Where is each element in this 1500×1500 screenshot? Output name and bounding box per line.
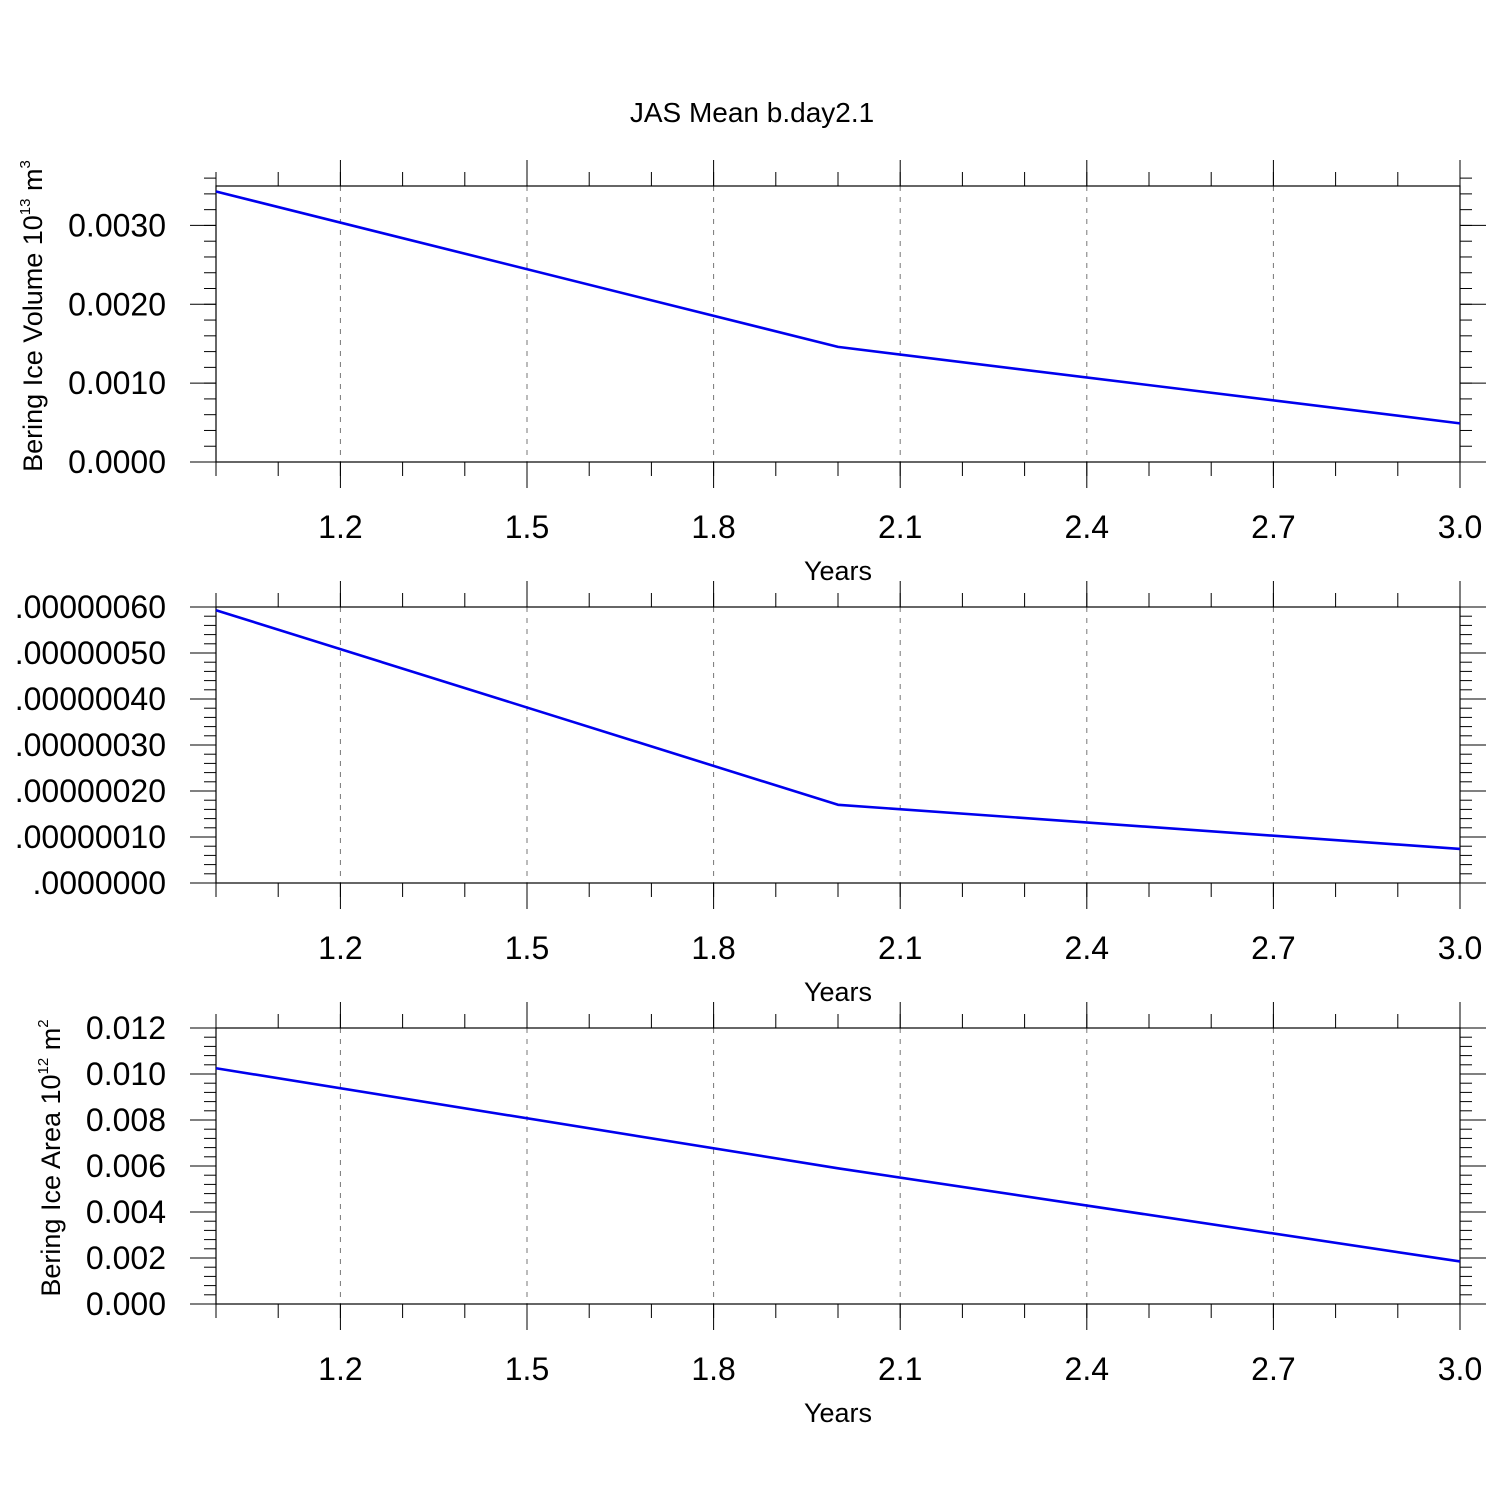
y-tick-label: 0.008 xyxy=(86,1102,166,1138)
x-tick-label: 1.8 xyxy=(691,1351,735,1387)
y-tick-label: 0.012 xyxy=(86,1010,166,1046)
x-tick-label: 2.4 xyxy=(1065,930,1109,966)
x-tick-label: 3.0 xyxy=(1438,509,1482,545)
y-tick-label: .00000010 xyxy=(15,819,166,855)
y-tick-label: 0.0030 xyxy=(68,207,166,243)
x-tick-label: 2.7 xyxy=(1251,1351,1295,1387)
x-tick-label: 2.1 xyxy=(878,930,922,966)
y-tick-label: .00000050 xyxy=(15,635,166,671)
chart-panel-1: 1.2 1.5 1.8 2.1 2.4 2.7 3.0 0.0000 0.0010 0.0020 0… xyxy=(17,160,1486,586)
x-tick-label: 1.5 xyxy=(505,930,549,966)
x-tick-label: 3.0 xyxy=(1438,1351,1482,1387)
x-tick-label: 2.1 xyxy=(878,509,922,545)
series-line xyxy=(215,608,1461,851)
y-tick-label: .00000020 xyxy=(15,773,166,809)
y-tick-label: .00000060 xyxy=(15,589,166,625)
x-tick-label: 1.2 xyxy=(318,930,362,966)
y-axis-label: Bering Ice Area 1012 m2 xyxy=(35,1019,66,1296)
y-tick-label: .00000040 xyxy=(15,681,166,717)
x-tick-label: 1.8 xyxy=(691,930,735,966)
x-tick-label: 1.2 xyxy=(318,1351,362,1387)
x-axis-label: Years xyxy=(804,977,872,1007)
series-line xyxy=(215,1066,1461,1263)
y-tick-label: 0.0010 xyxy=(68,365,166,401)
x-tick-label: 1.2 xyxy=(318,509,362,545)
y-tick-label: 0.000 xyxy=(86,1286,166,1322)
y-tick-label: 0.010 xyxy=(86,1056,166,1092)
chart-panel-2: 1.2 1.5 1.8 2.1 2.4 2.7 3.0 .0000000 .00000010 .0… xyxy=(15,581,1486,1007)
chart-panel-3: 1.2 1.5 1.8 2.1 2.4 2.7 3.0 0.000 0.002 0.004 0.00… xyxy=(35,1002,1486,1428)
chart-title: JAS Mean b.day2.1 xyxy=(630,97,874,128)
y-tick-label: 0.006 xyxy=(86,1148,166,1184)
x-tick-label: 1.5 xyxy=(505,509,549,545)
x-tick-label: 2.4 xyxy=(1065,509,1109,545)
y-tick-label: .0000000 xyxy=(33,865,166,901)
x-axis-label: Years xyxy=(804,1398,872,1428)
y-tick-label: 0.002 xyxy=(86,1240,166,1276)
x-axis-label: Years xyxy=(804,556,872,586)
y-tick-label: .00000030 xyxy=(15,727,166,763)
y-axis-label: Bering Ice Volume 1013 m3 xyxy=(17,160,48,472)
x-tick-label: 1.5 xyxy=(505,1351,549,1387)
series-line xyxy=(215,190,1461,425)
x-tick-label: 2.7 xyxy=(1251,930,1295,966)
x-tick-label: 3.0 xyxy=(1438,930,1482,966)
x-tick-label: 2.4 xyxy=(1065,1351,1109,1387)
y-tick-label: 0.004 xyxy=(86,1194,166,1230)
x-tick-label: 2.7 xyxy=(1251,509,1295,545)
x-tick-label: 1.8 xyxy=(691,509,735,545)
y-tick-label: 0.0020 xyxy=(68,286,166,322)
y-tick-label: 0.0000 xyxy=(68,444,166,480)
x-tick-label: 2.1 xyxy=(878,1351,922,1387)
